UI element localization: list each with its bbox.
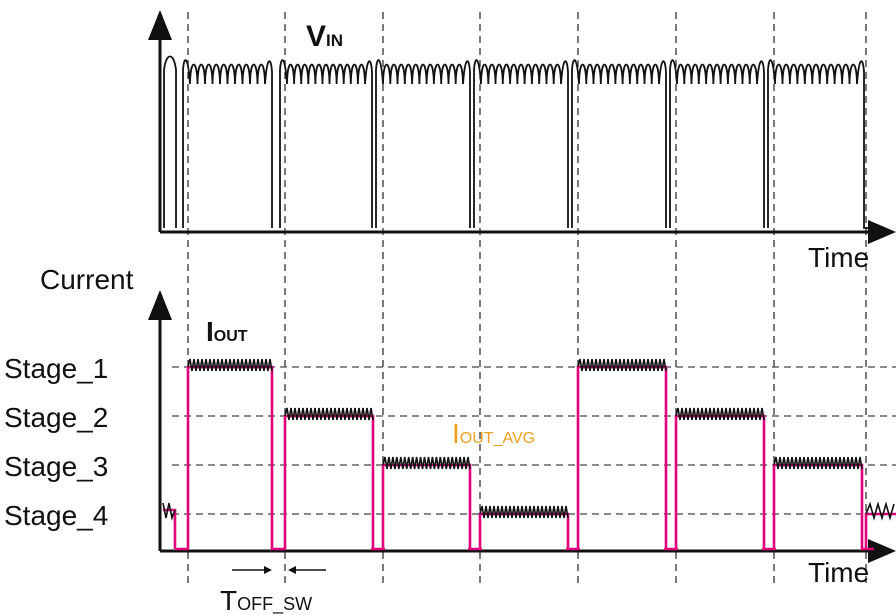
vin-x-arrowhead <box>868 220 896 244</box>
toff-left-arrowhead <box>264 566 272 574</box>
toff-sw-label: TOFF_SW <box>220 585 312 615</box>
stage-2-label: Stage_2 <box>4 402 108 433</box>
toff-right-arrowhead <box>288 566 296 574</box>
stage-1-label: Stage_1 <box>4 353 108 384</box>
iout-label: IOUT <box>206 316 248 347</box>
vin-waveform <box>163 55 872 229</box>
current-x-arrowhead <box>868 539 896 563</box>
toff-sw-marker: TOFF_SW <box>220 566 326 615</box>
stage-3-label: Stage_3 <box>4 451 108 482</box>
vin-panel: VIN Time <box>148 10 896 273</box>
current-ripple-line <box>162 358 895 521</box>
vin-label: VIN <box>306 20 343 53</box>
current-axis-label: Current <box>40 264 134 295</box>
current-panel: Current Stage_1 Stage_2 Stage_3 Stage_4 … <box>4 264 896 615</box>
time-axis-label-top: Time <box>808 242 869 273</box>
vin-y-arrowhead <box>148 10 172 40</box>
stage-4-label: Stage_4 <box>4 500 108 531</box>
time-axis-label-bottom: Time <box>808 557 869 588</box>
current-envelope-line <box>163 365 896 551</box>
current-y-arrowhead <box>148 290 172 320</box>
iout-avg-label: IOUT_AVG <box>452 418 535 449</box>
